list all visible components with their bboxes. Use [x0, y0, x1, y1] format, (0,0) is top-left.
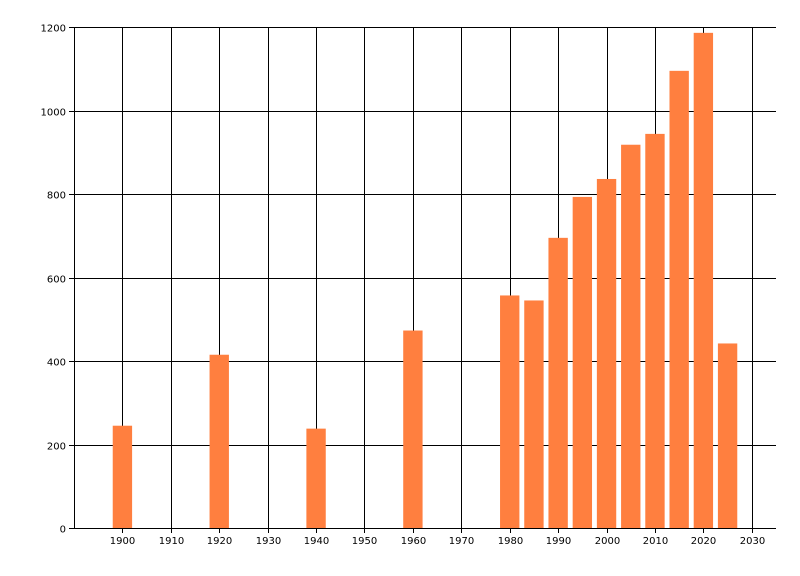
bar-2010: [645, 133, 665, 528]
x-tick-label: 1910: [159, 536, 184, 547]
x-tick-label: 1960: [401, 536, 426, 547]
bar-2015: [669, 70, 689, 529]
x-tick-label: 1950: [352, 536, 377, 547]
x-tick-label: 1930: [256, 536, 281, 547]
bar-1900: [112, 425, 133, 528]
y-tick-label: 0: [60, 525, 66, 536]
bars: [112, 32, 738, 529]
bar-1985: [524, 300, 544, 528]
bar-1960: [403, 330, 423, 528]
bar-1980: [500, 295, 520, 528]
bar-2005: [621, 144, 641, 529]
y-tick-label: 1200: [41, 24, 66, 35]
x-tick-label: 2020: [691, 536, 716, 547]
x-tick-label: 1980: [498, 536, 523, 547]
x-tick-label: 2010: [643, 536, 668, 547]
bar-1990: [548, 237, 568, 528]
x-tick-label: 1990: [546, 536, 571, 547]
y-tick-label: 1000: [41, 108, 66, 119]
bar-1920: [209, 354, 229, 528]
bar-2020: [693, 32, 714, 528]
bar-1995: [572, 196, 593, 529]
bar-2000: [596, 178, 617, 528]
x-tick-label: 2000: [595, 536, 620, 547]
y-tick-label: 200: [47, 442, 66, 453]
y-tick-label: 600: [47, 275, 66, 286]
x-tick-label: 1900: [110, 536, 135, 547]
y-axis-ticks: 0 200 400 600 800 1000 1200: [41, 24, 74, 536]
bar-1940: [306, 428, 326, 528]
x-axis-ticks: 1900 1910 1920 1930 1940 1950 1960 1970 1980 1990…: [110, 528, 765, 547]
axes: [74, 27, 776, 529]
x-tick-label: 2030: [740, 536, 765, 547]
bar-2025: [717, 343, 738, 528]
x-tick-label: 1940: [304, 536, 329, 547]
x-tick-label: 1920: [207, 536, 232, 547]
y-tick-label: 400: [47, 358, 66, 369]
x-tick-label: 1970: [449, 536, 474, 547]
y-tick-label: 800: [47, 191, 66, 202]
